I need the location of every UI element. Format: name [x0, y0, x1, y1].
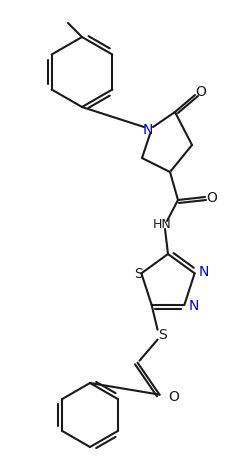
Text: N: N — [188, 298, 199, 313]
Text: S: S — [134, 267, 143, 281]
Text: O: O — [168, 389, 179, 404]
Text: S: S — [158, 328, 167, 342]
Text: O: O — [207, 191, 217, 205]
Text: N: N — [143, 123, 153, 137]
Text: N: N — [199, 265, 209, 280]
Text: O: O — [196, 85, 206, 99]
Text: HN: HN — [153, 219, 171, 231]
